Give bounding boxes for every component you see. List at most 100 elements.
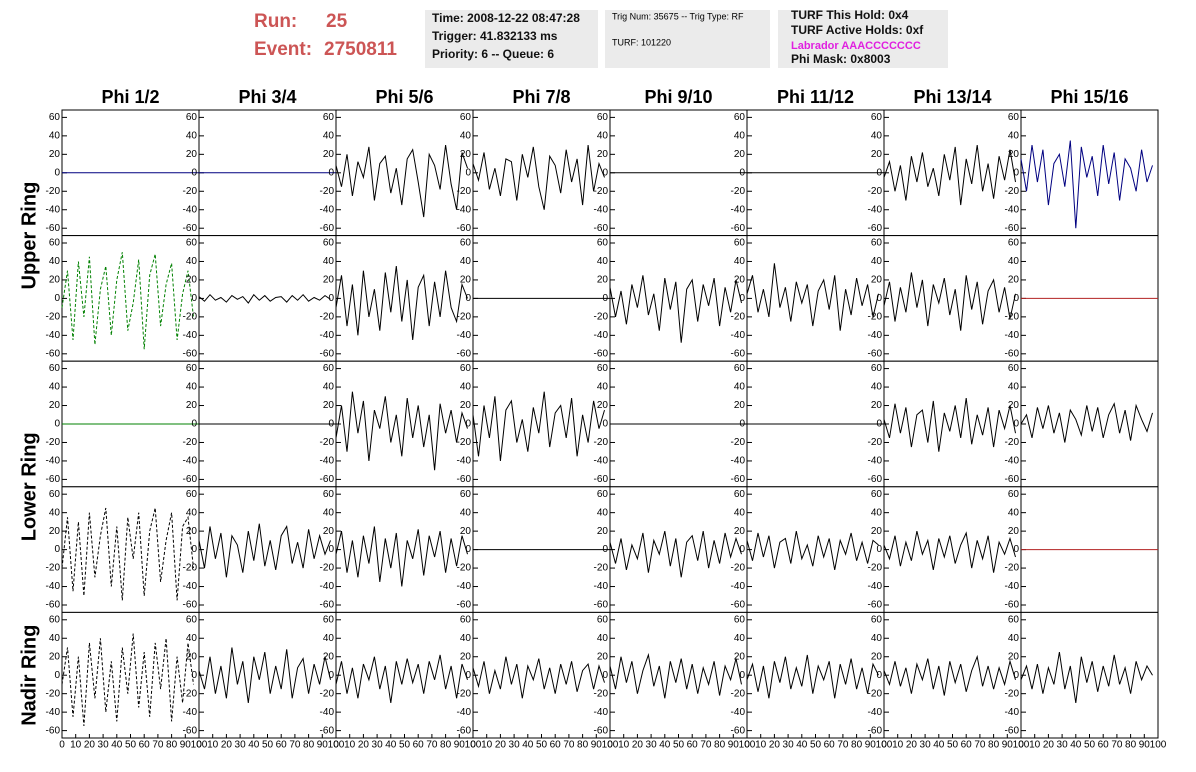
x-tick-label: 70 bbox=[837, 740, 849, 751]
y-tick-label: 60 bbox=[49, 363, 61, 374]
y-tick-label: 20 bbox=[1008, 526, 1020, 537]
y-tick-label: 60 bbox=[460, 489, 472, 500]
y-tick-label: 0 bbox=[465, 419, 471, 430]
x-tick-label: 0 bbox=[744, 740, 750, 751]
x-tick-label: 50 bbox=[673, 740, 685, 751]
y-tick-label: 40 bbox=[460, 130, 472, 141]
y-tick-label: 60 bbox=[871, 112, 883, 123]
event-label: Event: bbox=[254, 39, 312, 60]
panel-frame bbox=[198, 486, 337, 613]
y-tick-label: 60 bbox=[597, 489, 609, 500]
y-tick-label: -40 bbox=[457, 330, 472, 341]
y-tick-label: -20 bbox=[868, 437, 883, 448]
y-tick-label: -40 bbox=[1005, 330, 1020, 341]
y-tick-label: 40 bbox=[597, 382, 609, 393]
x-tick-label: 90 bbox=[591, 740, 603, 751]
x-tick-label: 80 bbox=[714, 740, 726, 751]
y-tick-label: -20 bbox=[183, 186, 198, 197]
y-tick-label: -20 bbox=[731, 437, 746, 448]
y-tick-label: -40 bbox=[1005, 456, 1020, 467]
waveform bbox=[61, 507, 194, 601]
y-tick-label: -40 bbox=[320, 204, 335, 215]
x-tick-label: 50 bbox=[399, 740, 411, 751]
waveform bbox=[609, 652, 742, 699]
waveform bbox=[746, 654, 879, 699]
y-tick-label: 0 bbox=[191, 167, 197, 178]
y-tick-label: 20 bbox=[49, 149, 61, 160]
y-tick-label: 0 bbox=[54, 544, 60, 555]
x-tick-label: 100 bbox=[191, 740, 208, 751]
y-tick-label: -60 bbox=[594, 223, 609, 234]
y-tick-label: -40 bbox=[594, 456, 609, 467]
y-tick-label: -60 bbox=[594, 725, 609, 736]
y-tick-label: 40 bbox=[186, 507, 198, 518]
x-tick-label: 90 bbox=[728, 740, 740, 751]
run-number: 25 bbox=[326, 11, 348, 32]
y-tick-label: 20 bbox=[734, 275, 746, 286]
x-tick-label: 100 bbox=[602, 740, 619, 751]
y-tick-label: 0 bbox=[191, 544, 197, 555]
y-tick-label: 0 bbox=[602, 670, 608, 681]
y-tick-label: 40 bbox=[597, 633, 609, 644]
y-tick-label: 60 bbox=[323, 489, 335, 500]
x-tick-label: 100 bbox=[739, 740, 756, 751]
y-tick-label: 20 bbox=[1008, 275, 1020, 286]
y-tick-label: -40 bbox=[183, 707, 198, 718]
x-tick-label: 70 bbox=[974, 740, 986, 751]
x-tick-label: 0 bbox=[470, 740, 476, 751]
y-tick-label: 20 bbox=[734, 400, 746, 411]
x-tick-label: 70 bbox=[289, 740, 301, 751]
waveform bbox=[746, 263, 879, 331]
waveform bbox=[61, 633, 194, 727]
y-tick-label: 0 bbox=[876, 419, 882, 430]
y-tick-label: -40 bbox=[731, 707, 746, 718]
y-tick-label: 60 bbox=[49, 238, 61, 249]
x-tick-label: 10 bbox=[755, 740, 767, 751]
y-tick-label: 0 bbox=[602, 544, 608, 555]
waveform bbox=[472, 145, 605, 210]
y-tick-label: -60 bbox=[46, 600, 61, 611]
y-tick-label: 40 bbox=[186, 130, 198, 141]
y-tick-label: 20 bbox=[597, 651, 609, 662]
y-tick-label: 0 bbox=[602, 167, 608, 178]
y-tick-label: 40 bbox=[871, 633, 883, 644]
x-tick-label: 20 bbox=[358, 740, 370, 751]
x-tick-label: 0 bbox=[881, 740, 887, 751]
y-tick-label: 0 bbox=[1013, 419, 1019, 430]
labrador: Labrador AAACCCCCCC bbox=[791, 40, 921, 52]
y-tick-label: 0 bbox=[54, 419, 60, 430]
y-tick-label: -60 bbox=[731, 474, 746, 485]
y-tick-label: -60 bbox=[183, 348, 198, 359]
x-tick-label: 40 bbox=[248, 740, 260, 751]
y-tick-label: -60 bbox=[731, 223, 746, 234]
y-tick-label: 40 bbox=[734, 633, 746, 644]
y-tick-label: -60 bbox=[868, 348, 883, 359]
x-tick-label: 100 bbox=[328, 740, 345, 751]
y-tick-label: -60 bbox=[320, 348, 335, 359]
y-tick-label: -60 bbox=[1005, 600, 1020, 611]
y-tick-label: 20 bbox=[871, 400, 883, 411]
y-tick-label: 0 bbox=[328, 293, 334, 304]
y-tick-label: 20 bbox=[323, 526, 335, 537]
column-header: Phi 15/16 bbox=[1050, 87, 1128, 107]
y-tick-label: -20 bbox=[46, 437, 61, 448]
y-tick-label: -40 bbox=[320, 456, 335, 467]
y-tick-label: 0 bbox=[328, 419, 334, 430]
panel-frame bbox=[883, 360, 1022, 488]
y-tick-label: -60 bbox=[1005, 725, 1020, 736]
y-tick-label: 60 bbox=[323, 363, 335, 374]
y-tick-label: -40 bbox=[731, 581, 746, 592]
y-tick-label: -40 bbox=[594, 330, 609, 341]
x-tick-label: 80 bbox=[166, 740, 178, 751]
y-tick-label: 40 bbox=[871, 256, 883, 267]
y-tick-label: 0 bbox=[739, 293, 745, 304]
y-tick-label: -40 bbox=[183, 581, 198, 592]
y-tick-label: 20 bbox=[734, 149, 746, 160]
x-tick-label: 20 bbox=[495, 740, 507, 751]
x-tick-label: 0 bbox=[1018, 740, 1024, 751]
y-tick-label: 20 bbox=[49, 526, 61, 537]
y-tick-label: -60 bbox=[46, 348, 61, 359]
x-tick-label: 20 bbox=[84, 740, 96, 751]
y-tick-label: 60 bbox=[460, 363, 472, 374]
x-tick-label: 40 bbox=[522, 740, 534, 751]
